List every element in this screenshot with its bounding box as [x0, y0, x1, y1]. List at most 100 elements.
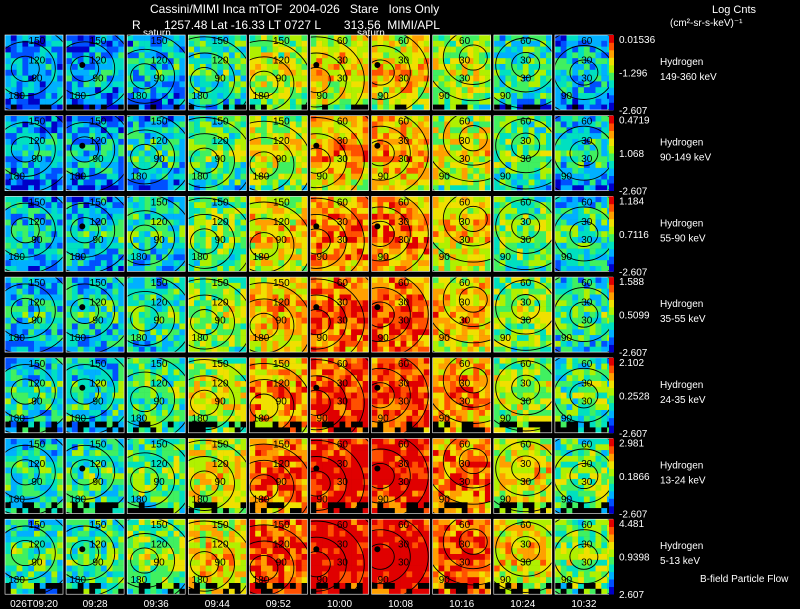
panel-border: [188, 115, 247, 191]
heatmap-panel: 60 30 30 90: [310, 519, 369, 595]
contour-label: 60: [459, 278, 471, 289]
panel-border: [126, 115, 186, 191]
colorbar-min: 2.607: [619, 590, 644, 601]
heatmap-panel: 150 120 90 180: [5, 196, 63, 272]
heatmap-panel: 60 30 30 90: [554, 438, 613, 514]
colorbar-segment: [609, 50, 614, 58]
contour-label: 150: [212, 520, 229, 531]
colorbar-segment: [609, 506, 614, 514]
panel-border: [493, 115, 553, 191]
contour-label: 120: [29, 540, 46, 551]
contour-label: 60: [398, 278, 410, 289]
panel-border: [493, 276, 553, 353]
heatmap-panel: 60 30 30 90: [371, 438, 430, 514]
colorbar-segment: [609, 211, 614, 220]
contour-label: 30: [520, 298, 532, 309]
energy-label: 13-24 keV: [660, 476, 706, 487]
contour-label: 90: [31, 316, 43, 327]
contour-label: 90: [439, 333, 451, 344]
contour-label: 30: [520, 459, 532, 470]
contour-label: 30: [459, 217, 471, 228]
heatmap-panel: 60 30 30 90: [371, 357, 430, 433]
contour-label: 120: [29, 298, 46, 309]
contour-label: 90: [439, 91, 451, 102]
colorbar-segment: [609, 526, 614, 535]
heatmap-panel: 150 120 90 180: [188, 277, 247, 353]
panel-border: [493, 518, 553, 595]
contour-label: 60: [520, 197, 532, 208]
contour-label: 120: [212, 136, 229, 147]
contour-label: 30: [337, 74, 349, 85]
contour-label: 90: [439, 414, 451, 425]
colorbar-segment: [609, 42, 614, 51]
contour-label: 120: [151, 378, 168, 389]
contour-label: 30: [398, 235, 410, 246]
contour-label: 180: [8, 91, 25, 102]
colorbar-min: -2.607: [619, 510, 648, 521]
colorbar-segment: [609, 564, 614, 572]
colorbar-segment: [609, 425, 614, 434]
panel-border: [126, 438, 186, 514]
x-tick-label: 10:24: [510, 599, 535, 609]
contour-label: 30: [581, 298, 593, 309]
contour-label: 30: [459, 316, 471, 327]
panel-border: [4, 276, 64, 353]
contour-label: 90: [500, 494, 512, 505]
contour-label: 30: [581, 477, 593, 488]
contour-label: 60: [581, 359, 593, 370]
heatmap-panel: 60 30 30 90: [371, 519, 430, 595]
contour-label: 120: [151, 217, 168, 228]
contour-label: 120: [273, 298, 290, 309]
heatmap-panel: 150 120 90 180: [249, 519, 308, 595]
contour-label: 30: [581, 154, 593, 165]
colorbar-segment: [609, 130, 614, 139]
contour-label: 30: [581, 56, 593, 67]
colorbar-segment: [609, 483, 614, 492]
contour-label: 150: [212, 36, 229, 47]
colorbar-segment: [609, 175, 614, 184]
colorbar-mid: 0.7116: [619, 230, 649, 241]
heatmap-panel: 150 120 90 180: [249, 357, 308, 433]
contour-label: 30: [337, 540, 349, 551]
contour-label: 60: [459, 197, 471, 208]
panel-border: [249, 115, 308, 191]
heatmap-panel: 60 30 30 90: [432, 357, 491, 433]
panel-border: [493, 196, 553, 272]
heatmap-panel: 60 30 30 90: [493, 277, 552, 353]
contour-label: 90: [500, 333, 512, 344]
heatmap-panel: 60 30 30 90: [371, 35, 430, 110]
contour-label: 120: [90, 56, 107, 67]
heatmap-panel: 150 120 90 180: [66, 519, 125, 595]
contour-label: 150: [273, 197, 290, 208]
contour-label: 60: [337, 520, 349, 531]
colorbar-segment: [609, 329, 614, 338]
contour-label: 180: [8, 414, 25, 425]
contour-label: 180: [192, 171, 209, 182]
contour-label: 30: [520, 74, 532, 85]
contour-label: 150: [273, 36, 290, 47]
heatmap-panel: 60 30 30 90: [432, 35, 491, 110]
contour-label: 90: [31, 154, 43, 165]
contour-label: 90: [215, 235, 227, 246]
contour-label: 90: [215, 74, 227, 85]
colorbar-segment: [609, 476, 614, 484]
colorbar-segment: [609, 579, 614, 587]
colorbar-segment: [609, 453, 614, 462]
heatmap-panel: 60 30 30 90: [493, 357, 552, 433]
panel-border: [4, 518, 64, 595]
contour-label: 150: [90, 36, 107, 47]
contour-label: 60: [581, 197, 593, 208]
heatmap-panel: 60 30 30 90: [371, 196, 430, 272]
panel-border: [126, 276, 186, 353]
contour-label: 60: [459, 440, 471, 451]
panel-border: [4, 357, 64, 434]
contour-label: 180: [69, 171, 86, 182]
colorbar-max: 1.184: [619, 196, 644, 207]
contour-label: 150: [29, 520, 46, 531]
colorbar-segment: [609, 35, 614, 43]
contour-label: 90: [378, 333, 390, 344]
colorbar-segment: [609, 284, 614, 293]
panel-border: [371, 357, 430, 434]
colorbar-segment: [609, 410, 614, 419]
colorbar-segment: [609, 549, 614, 557]
